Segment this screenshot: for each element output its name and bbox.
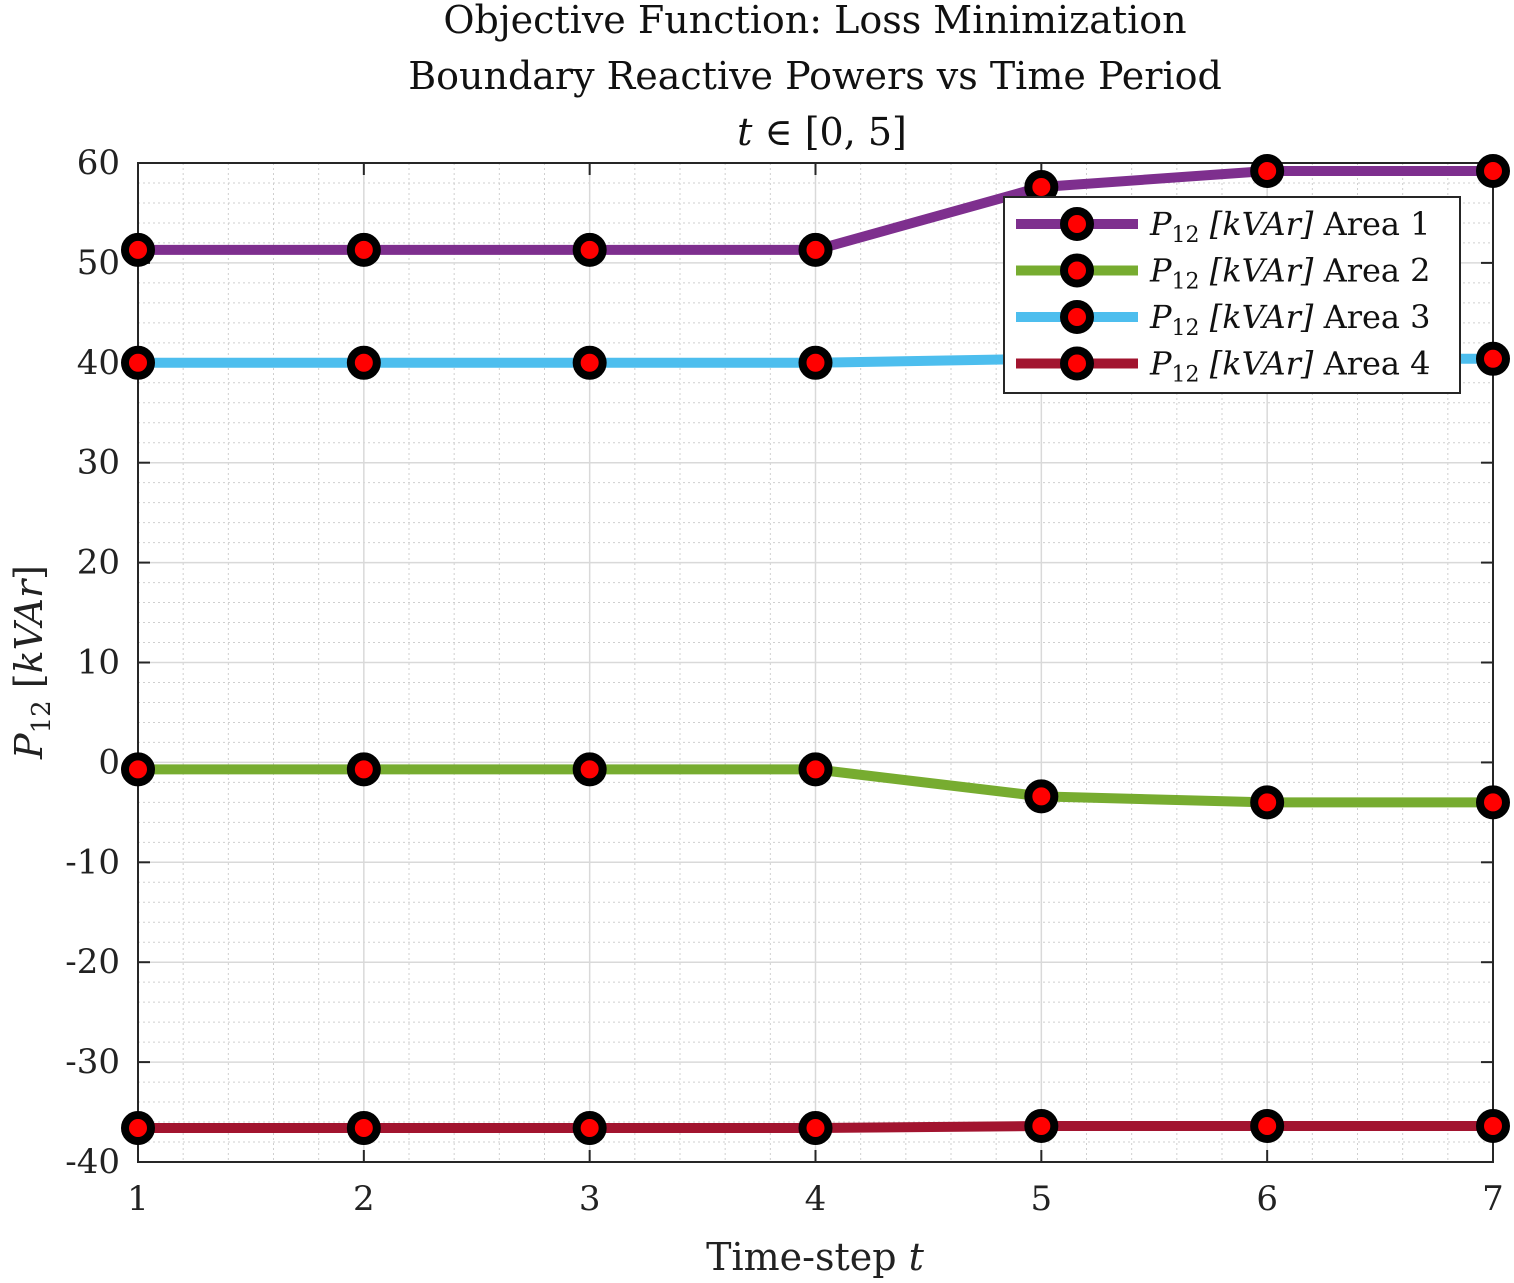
legend-swatch-marker xyxy=(1060,253,1094,288)
x-axis-label-text: Time-step xyxy=(706,1235,909,1279)
title-line-3: t ∈ [0, 5] xyxy=(737,110,907,154)
data-point xyxy=(798,345,833,380)
x-tick-label: 1 xyxy=(127,1179,149,1219)
data-point xyxy=(798,752,833,787)
data-point xyxy=(798,232,833,267)
data-point xyxy=(346,345,381,380)
data-point xyxy=(1476,1109,1510,1144)
y-axis-label-open: [ xyxy=(7,673,51,700)
title-math-var: t xyxy=(737,110,753,154)
title-line-1: Objective Function: Loss Minimization xyxy=(443,0,1186,42)
y-tick-label: -30 xyxy=(65,1042,120,1082)
legend-entry-4: P12 [kVAr] Area 4 xyxy=(1016,345,1431,388)
legend-entry-1: P12 [kVAr] Area 1 xyxy=(1016,205,1431,248)
series-4 xyxy=(121,1109,1510,1146)
chart-title: Objective Function: Loss Minimization Bo… xyxy=(408,0,1222,154)
data-point xyxy=(346,752,381,787)
y-axis-label-sub: 12 xyxy=(27,700,57,733)
data-point xyxy=(1476,153,1510,188)
data-point xyxy=(121,345,155,380)
data-point xyxy=(1250,1109,1285,1144)
y-tick-label: 50 xyxy=(77,243,120,283)
data-point xyxy=(572,232,607,267)
data-point xyxy=(346,1111,381,1146)
y-tick-label: 30 xyxy=(77,443,120,483)
y-tick-label: -20 xyxy=(65,942,120,982)
data-point xyxy=(121,232,155,267)
y-axis-label-close: ] xyxy=(7,565,51,580)
x-tick-label: 3 xyxy=(579,1179,601,1219)
series-2 xyxy=(121,752,1510,820)
data-point xyxy=(346,232,381,267)
legend-swatch-marker xyxy=(1060,207,1094,241)
x-tick-label: 6 xyxy=(1256,1179,1278,1219)
x-tick-label: 7 xyxy=(1482,1179,1504,1219)
series-1 xyxy=(121,153,1510,267)
legend-swatch-marker xyxy=(1060,300,1094,334)
data-point xyxy=(1476,341,1510,376)
x-axis-label: Time-step t xyxy=(706,1235,925,1279)
legend-label: P12 [kVAr] Area 2 xyxy=(1149,252,1431,295)
title-line-2: Boundary Reactive Powers vs Time Period xyxy=(408,54,1222,98)
y-tick-label: 40 xyxy=(77,343,120,383)
data-point xyxy=(1250,785,1285,820)
legend-entry-3: P12 [kVAr] Area 3 xyxy=(1016,298,1431,341)
y-tick-label: -10 xyxy=(65,842,120,882)
data-point xyxy=(1476,785,1510,820)
data-point xyxy=(572,345,607,380)
data-point xyxy=(121,752,155,787)
y-tick-label: 0 xyxy=(98,742,120,782)
y-axis-label: P12 [kVAr] xyxy=(7,565,57,760)
legend-entry-2: P12 [kVAr] Area 2 xyxy=(1016,252,1431,295)
y-axis-label-unit: kVAr xyxy=(7,577,51,673)
x-tick-label: 4 xyxy=(805,1179,827,1219)
title-math-rest: ∈ [0, 5] xyxy=(752,110,906,154)
x-tick-label: 2 xyxy=(353,1179,375,1219)
legend-label: P12 [kVAr] Area 4 xyxy=(1149,345,1431,388)
y-tick-label: 60 xyxy=(77,143,120,183)
data-point xyxy=(1024,779,1059,814)
axis-ticks: 1 2 3 4 5 6 7 60 50 40 30 20 10 0 -10 -20 -30 -40 xyxy=(65,143,1504,1219)
x-tick-label: 5 xyxy=(1031,1179,1053,1219)
y-tick-label: 10 xyxy=(77,643,120,683)
legend-label: P12 [kVAr] Area 1 xyxy=(1149,205,1431,248)
legend-swatch-marker xyxy=(1060,346,1094,381)
data-point xyxy=(572,752,607,787)
x-axis-label-var: t xyxy=(909,1235,925,1279)
data-point xyxy=(121,1111,155,1146)
data-point xyxy=(1250,153,1285,188)
y-tick-label: 20 xyxy=(77,543,120,583)
legend-label: P12 [kVAr] Area 3 xyxy=(1149,298,1431,341)
y-tick-label: -40 xyxy=(65,1142,120,1182)
data-point xyxy=(572,1111,607,1146)
y-axis-label-var: P xyxy=(7,732,51,760)
data-point xyxy=(1024,1109,1059,1144)
data-point xyxy=(798,1111,833,1146)
